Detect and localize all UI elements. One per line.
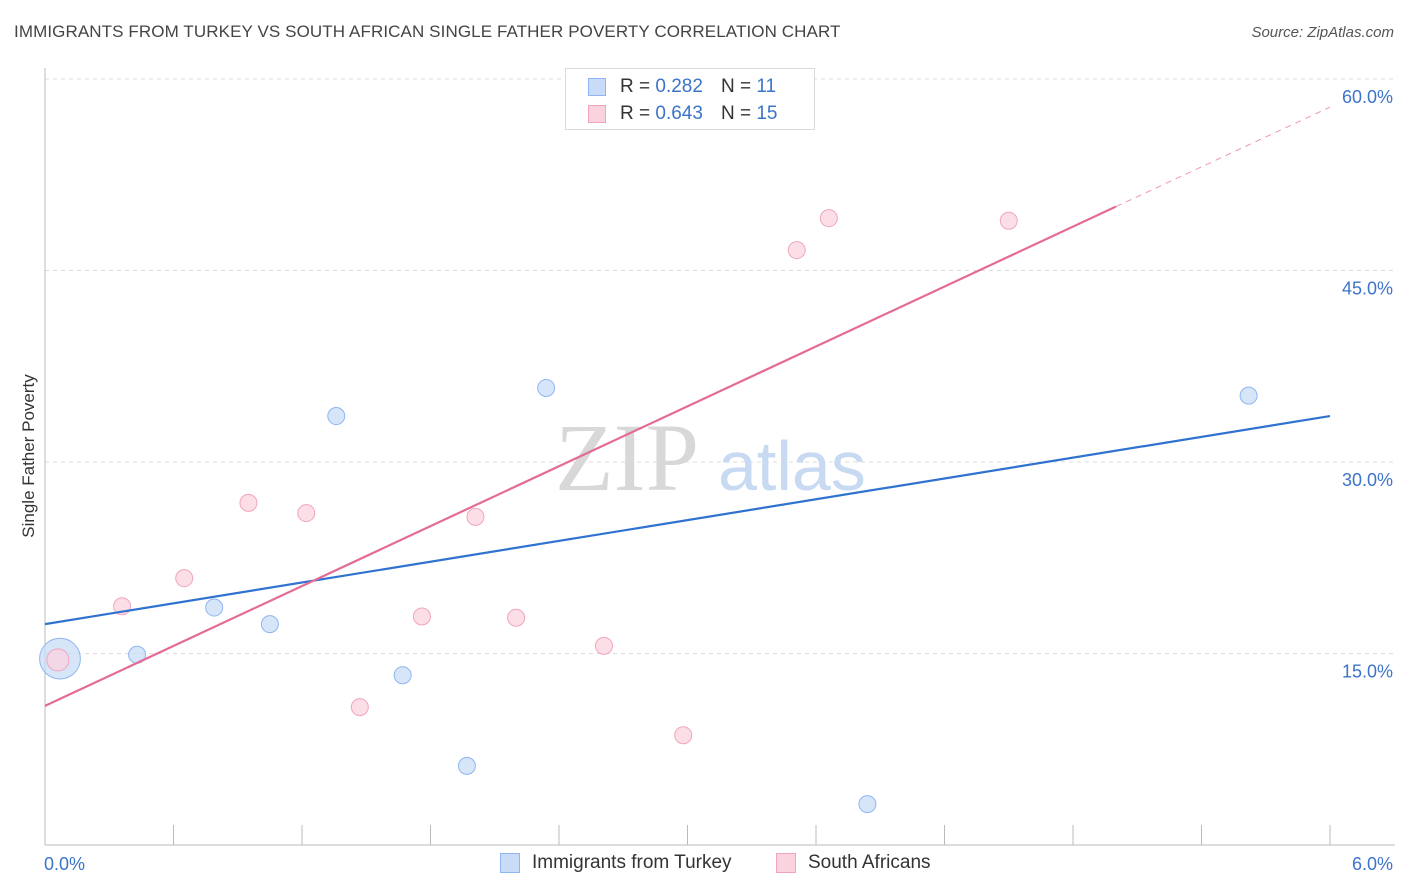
- south-africans-point: [412, 607, 431, 626]
- legend-box: R = 0.282 N = 11 R = 0.643 N = 15: [565, 68, 815, 130]
- legend-n-label: N =: [720, 103, 752, 124]
- y-tick-label: 45.0%: [1342, 279, 1393, 299]
- legend-row-south-africans: R = 0.643 N = 15: [588, 102, 777, 126]
- turkey-point: [393, 666, 412, 685]
- south-africans-point: [787, 241, 806, 260]
- bottom-legend-swatch-south-africans: [776, 853, 796, 873]
- watermark-atlas: atlas: [718, 427, 866, 505]
- legend-n-value-turkey: 11: [756, 76, 777, 97]
- south-africans-point: [507, 608, 526, 627]
- grid-layer: [45, 78, 1395, 654]
- legend-r-label: R =: [620, 76, 651, 97]
- turkey-point: [260, 615, 279, 634]
- labels-layer: 15.0% 30.0% 45.0% 60.0% 0.0% 6.0%: [44, 87, 1393, 874]
- source-label: Source: ZipAtlas.com: [1251, 24, 1394, 41]
- south-africans-point: [175, 569, 194, 588]
- bottom-legend-south-africans: South Africans: [776, 852, 931, 874]
- legend-row-turkey: R = 0.282 N = 11: [588, 75, 776, 99]
- bottom-legend-label-turkey: Immigrants from Turkey: [532, 852, 732, 873]
- legend-swatch-south-africans: [588, 105, 606, 123]
- south-africans-point: [350, 698, 369, 717]
- south-africans-point: [819, 209, 838, 228]
- legend-r-value-south-africans: 0.643: [655, 103, 703, 124]
- chart-title: IMMIGRANTS FROM TURKEY VS SOUTH AFRICAN …: [14, 22, 841, 41]
- south-africans-point: [46, 648, 70, 672]
- south-africans-trend-extension: [1115, 106, 1331, 208]
- y-tick-label: 15.0%: [1342, 662, 1393, 682]
- south-africans-point: [239, 493, 258, 512]
- south-africans-point: [674, 726, 693, 745]
- axes-layer: [44, 68, 1395, 846]
- legend-r-value-turkey: 0.282: [655, 76, 703, 97]
- x-tick-label-max: 6.0%: [1352, 854, 1393, 874]
- south-africans-point: [594, 636, 613, 655]
- bottom-legend-turkey: Immigrants from Turkey: [500, 852, 732, 874]
- bottom-legend-swatch-turkey: [500, 853, 520, 873]
- turkey-point: [537, 378, 556, 397]
- trend-layer: [44, 106, 1331, 707]
- watermark: ZIP atlas: [555, 404, 866, 511]
- turkey-point: [1239, 386, 1258, 405]
- turkey-trend-line: [44, 414, 1331, 626]
- legend-n-value-south-africans: 15: [756, 103, 778, 124]
- legend-n-label: N =: [720, 76, 752, 97]
- south-africans-point: [999, 211, 1018, 230]
- south-africans-point: [466, 507, 485, 526]
- turkey-point: [457, 756, 476, 775]
- bottom-legend-label-south-africans: South Africans: [808, 852, 931, 873]
- south-africans-point: [297, 504, 316, 523]
- turkey-point: [205, 598, 224, 617]
- y-tick-label: 30.0%: [1342, 470, 1393, 490]
- south-africans-trend-line: [44, 205, 1117, 707]
- x-tick-label-min: 0.0%: [44, 854, 85, 874]
- turkey-point: [327, 407, 346, 426]
- legend-r-label: R =: [620, 103, 651, 124]
- y-axis-label: Single Father Poverty: [19, 374, 38, 538]
- y-tick-label: 60.0%: [1342, 87, 1393, 107]
- legend-swatch-turkey: [588, 78, 606, 96]
- turkey-point: [858, 795, 877, 814]
